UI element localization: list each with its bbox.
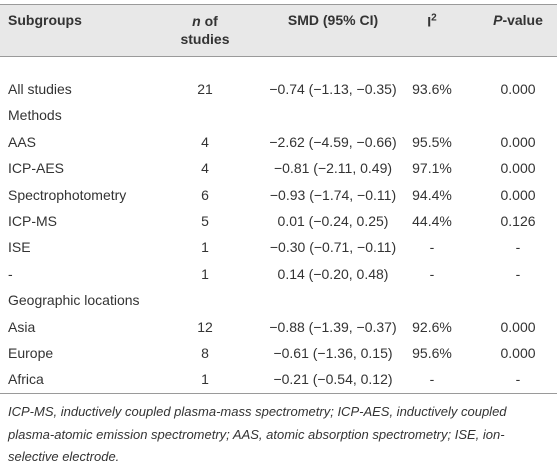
header-italic: P	[493, 12, 503, 28]
table-cell: -	[515, 265, 521, 282]
header-cell: P-value	[493, 11, 543, 29]
header-rule	[0, 56, 557, 57]
header-text: SMD (95% CI)	[287, 12, 379, 28]
table-cell: 44.4%	[412, 213, 452, 229]
table-cell: 12	[197, 318, 213, 335]
table-cell: 4	[201, 133, 209, 150]
row-label: -	[8, 265, 13, 282]
table-cell: 21	[197, 81, 213, 97]
row-label: Geographic locations	[8, 292, 140, 309]
table-cell: 92.6%	[412, 318, 452, 335]
table-cell: 1	[201, 371, 209, 388]
table-cell: 1	[201, 265, 209, 282]
table-cell: 0.000	[500, 318, 536, 335]
header-text: of studies	[180, 13, 230, 47]
table-cell: −2.62 (−4.59, −0.66)	[269, 133, 397, 150]
table-cell: −0.61 (−1.36, 0.15)	[273, 345, 393, 361]
table-cell: -	[515, 239, 521, 256]
table-cell: 8	[201, 345, 209, 361]
table-cell: 95.5%	[412, 133, 452, 150]
table-cell: 0.000	[500, 81, 536, 97]
table-cell: 0.000	[500, 160, 536, 177]
table-cell: −0.93 (−1.74, −0.11)	[269, 186, 397, 203]
row-label: AAS	[8, 133, 37, 150]
row-label: Spectrophotometry	[8, 186, 127, 203]
footnote: ICP-MS, inductively coupled plasma-mass …	[8, 404, 507, 464]
top-rule	[0, 4, 557, 5]
table-cell: −0.88 (−1.39, −0.37)	[269, 318, 397, 335]
table-cell: -	[515, 371, 521, 388]
table-cell: 0.14 (−0.20, 0.48)	[277, 265, 389, 282]
row-label: Methods	[8, 107, 62, 124]
header-cell: Subgroups	[8, 11, 82, 29]
table-cell: -	[429, 239, 435, 256]
header-cell: I2	[427, 10, 436, 31]
row-label: ICP-MS	[8, 213, 57, 229]
header-italic: n	[192, 13, 201, 29]
header-cell: n of studies	[170, 12, 240, 48]
row-label: Africa	[8, 371, 44, 388]
row-label: Europe	[8, 345, 54, 361]
table-cell: 0.000	[500, 345, 536, 361]
header-superscript: 2	[431, 12, 437, 24]
table-cell: 94.4%	[412, 186, 452, 203]
table-cell: 93.6%	[412, 81, 452, 97]
table-cell: 6	[201, 186, 209, 203]
header-background	[0, 5, 557, 56]
table-cell: 0.000	[500, 186, 536, 203]
table-cell: 0.000	[500, 133, 536, 150]
bottom-rule	[0, 393, 557, 394]
row-label: All studies	[8, 81, 72, 97]
table-cell: 1	[201, 239, 209, 256]
table-cell: -	[429, 371, 435, 388]
table-cell: 0.01 (−0.24, 0.25)	[277, 213, 389, 229]
table-cell: −0.74 (−1.13, −0.35)	[269, 81, 397, 97]
header-text: Subgroups	[8, 12, 82, 28]
table-cell: −0.30 (−0.71, −0.11)	[269, 239, 397, 256]
table-cell: 97.1%	[412, 160, 452, 177]
header-cell: SMD (95% CI)	[288, 11, 378, 29]
header-text: I	[427, 13, 432, 30]
row-label: Asia	[8, 318, 36, 335]
table-cell: 5	[201, 213, 209, 229]
table-cell: −0.21 (−0.54, 0.12)	[273, 371, 393, 388]
table-cell: −0.81 (−2.11, 0.49)	[273, 160, 393, 177]
row-label: ICP-AES	[8, 160, 65, 177]
table-cell: 95.6%	[412, 345, 452, 361]
row-label: ISE	[8, 239, 31, 256]
header-text: -value	[502, 12, 543, 28]
table-cell: 0.126	[500, 213, 536, 229]
table-cell: 4	[201, 160, 209, 177]
table-cell: -	[429, 265, 435, 282]
